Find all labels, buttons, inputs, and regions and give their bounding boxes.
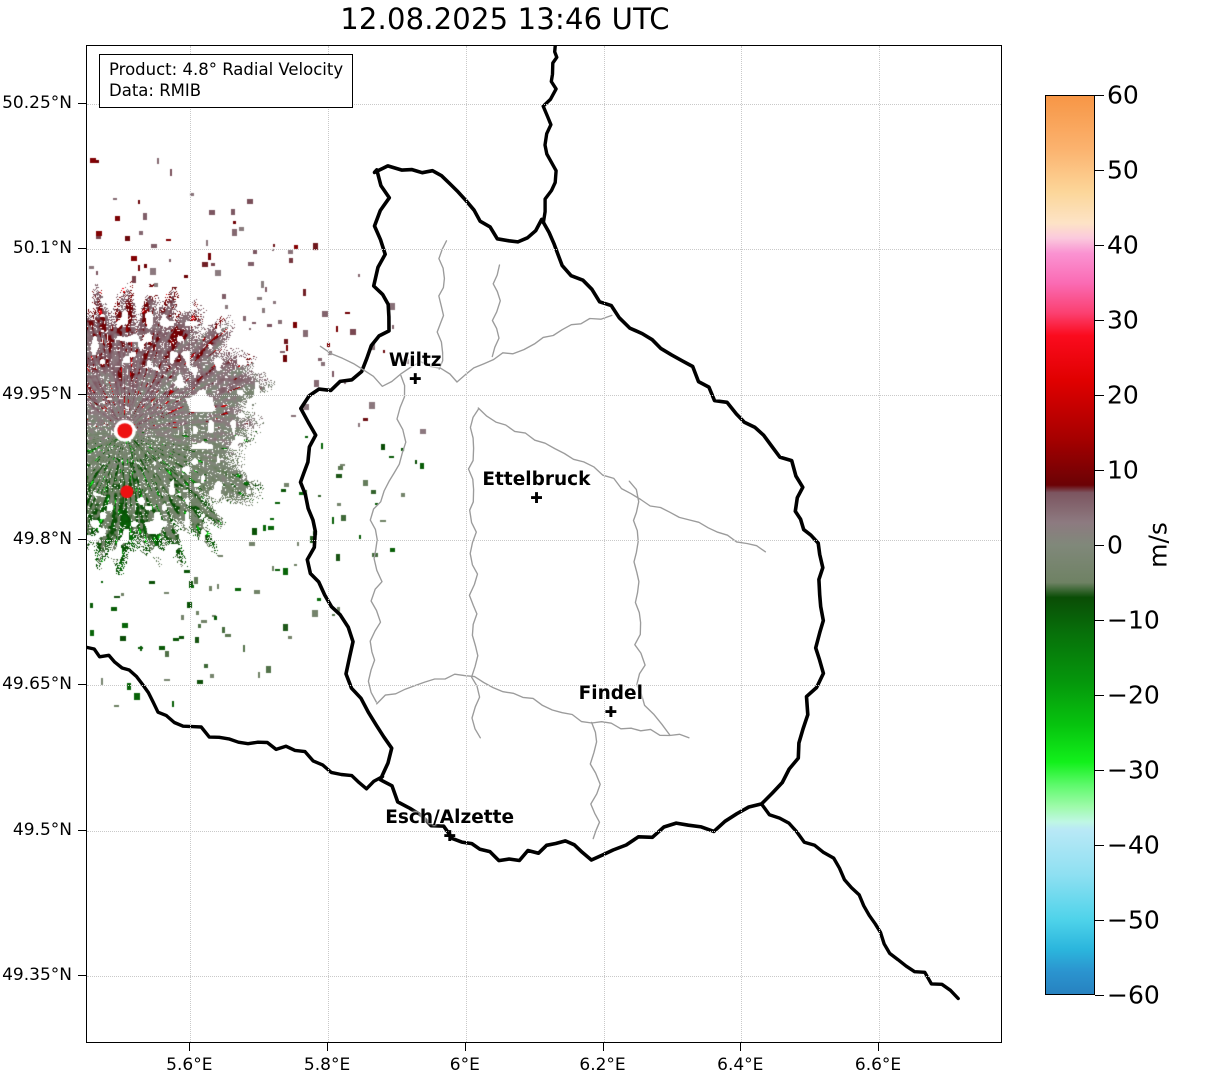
y-axis-label: 50.1°N	[12, 238, 72, 259]
x-tick-mark	[740, 1043, 742, 1051]
city-marker-findel: Findel ✚	[578, 682, 643, 721]
city-label: Findel	[578, 682, 643, 704]
x-axis-label: 6.2°E	[579, 1055, 626, 1075]
gridline-horizontal	[87, 249, 1001, 251]
y-tick-mark	[78, 829, 86, 831]
colorbar-tick	[1095, 95, 1104, 96]
info-product-line: Product: 4.8° Radial Velocity	[109, 60, 344, 79]
y-tick-mark	[78, 975, 86, 977]
y-tick-mark	[78, 684, 86, 686]
gridline-vertical	[328, 46, 330, 1042]
colorbar-tick-label: 30	[1107, 305, 1139, 335]
y-tick-mark	[78, 539, 86, 541]
gridline-horizontal	[87, 540, 1001, 542]
page-title: 12.08.2025 13:46 UTC	[340, 2, 670, 36]
gridline-horizontal	[87, 394, 1001, 396]
city-marker-ettelbruck: Ettelbruck ✚	[482, 468, 591, 507]
y-axis-label: 50.25°N	[2, 93, 72, 114]
city-cross-icon: ✚	[530, 488, 543, 507]
colorbar-tick	[1095, 170, 1104, 171]
info-box: Product: 4.8° Radial Velocity Data: RMIB	[99, 54, 354, 109]
map-borders-svg	[87, 46, 960, 1001]
y-tick-mark	[78, 248, 86, 250]
gridline-horizontal	[87, 685, 1001, 687]
gridline-vertical	[465, 46, 467, 1042]
x-axis-label: 6.6°E	[854, 1055, 902, 1075]
x-tick-mark	[878, 1043, 880, 1051]
gridline-horizontal	[87, 830, 1001, 832]
colorbar-tick	[1095, 770, 1104, 771]
y-axis-label: 49.8°N	[12, 529, 72, 550]
city-label: Wiltz	[388, 350, 442, 372]
city-cross-icon: ✚	[408, 370, 422, 389]
city-marker-esch-alzette: Esch/Alzette ✚	[385, 806, 515, 845]
gridline-horizontal	[87, 976, 1001, 978]
colorbar-tick	[1095, 920, 1104, 921]
colorbar-tick-label: −20	[1107, 680, 1160, 710]
colorbar-tick	[1095, 245, 1104, 246]
gridline-vertical	[603, 46, 605, 1042]
city-cross-icon: ✚	[443, 826, 456, 845]
y-axis-label: 49.5°N	[12, 819, 72, 840]
colorbar-tick	[1095, 320, 1104, 321]
y-tick-mark	[78, 103, 86, 105]
colorbar[interactable]	[1045, 95, 1095, 995]
y-axis-label: 49.35°N	[2, 965, 72, 986]
city-label: Ettelbruck	[482, 468, 591, 490]
gridline-horizontal	[87, 104, 1001, 106]
y-axis-label: 49.95°N	[2, 383, 72, 404]
gridline-vertical	[741, 46, 743, 1042]
x-tick-mark	[327, 1043, 329, 1051]
radar-map-plot[interactable]: Product: 4.8° Radial Velocity Data: RMIB	[86, 45, 1002, 1043]
y-axis-label: 49.65°N	[2, 674, 72, 695]
colorbar-tick-label: −60	[1107, 980, 1160, 1010]
colorbar-tick	[1095, 845, 1104, 846]
colorbar-tick-label: −40	[1107, 830, 1160, 860]
city-marker-wiltz: Wiltz ✚	[388, 350, 442, 389]
colorbar-tick	[1095, 395, 1104, 396]
x-axis-label: 6.4°E	[717, 1055, 764, 1075]
colorbar-tick	[1095, 995, 1104, 996]
gridline-vertical	[190, 46, 192, 1042]
city-label: Esch/Alzette	[385, 806, 515, 828]
colorbar-tick-label: −10	[1107, 605, 1160, 635]
x-axis-label: 5.6°E	[166, 1055, 213, 1075]
city-cross-icon: ✚	[604, 702, 618, 721]
colorbar-tick	[1095, 470, 1104, 471]
gridline-vertical	[879, 46, 881, 1042]
plot-inner	[87, 46, 1001, 1042]
colorbar-tick-label: −50	[1107, 905, 1160, 935]
colorbar-gradient	[1046, 96, 1094, 994]
colorbar-tick-label: 0	[1107, 530, 1123, 560]
x-tick-mark	[189, 1043, 191, 1051]
x-tick-mark	[464, 1043, 466, 1051]
colorbar-unit-label: m/s	[1143, 522, 1173, 568]
colorbar-tick-label: 50	[1107, 155, 1139, 185]
colorbar-tick-label: −30	[1107, 755, 1160, 785]
info-data-line: Data: RMIB	[109, 80, 202, 100]
colorbar-tick-label: 10	[1107, 455, 1139, 485]
colorbar-tick-label: 60	[1107, 80, 1139, 110]
colorbar-tick-label: 20	[1107, 380, 1139, 410]
colorbar-tick	[1095, 620, 1104, 621]
colorbar-tick	[1095, 695, 1104, 696]
x-axis-label: 5.8°E	[303, 1055, 351, 1075]
y-tick-mark	[78, 393, 86, 395]
x-axis-label: 6°E	[449, 1055, 480, 1075]
colorbar-tick	[1095, 545, 1104, 546]
colorbar-tick-label: 40	[1107, 230, 1139, 260]
x-tick-mark	[602, 1043, 604, 1051]
